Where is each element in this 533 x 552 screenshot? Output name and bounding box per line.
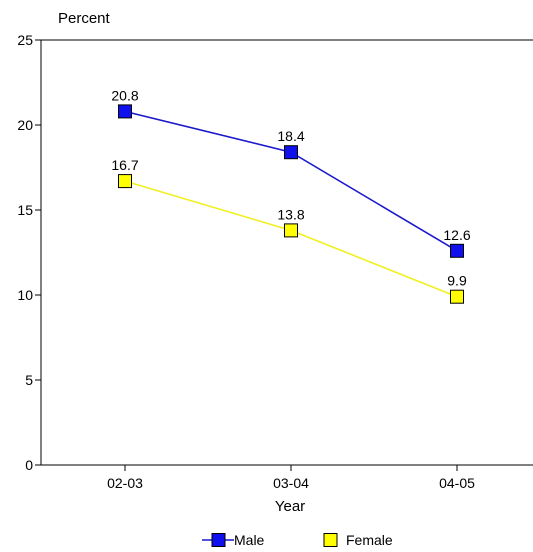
x-axis-title: Year — [275, 498, 305, 515]
data-label-male: 18.4 — [277, 128, 304, 144]
series-female: 16.7 13.8 9.9 — [111, 157, 467, 304]
y-tick-label: 10 — [17, 287, 33, 303]
y-axis-ticks: 0 5 10 15 20 25 — [17, 32, 41, 473]
data-point-male — [284, 145, 298, 160]
y-tick-label: 0 — [25, 457, 33, 473]
y-tick-label: 15 — [17, 202, 33, 218]
legend-label-male: Male — [234, 532, 265, 548]
y-tick-label: 25 — [17, 32, 33, 48]
x-tick-label: 04-05 — [439, 475, 475, 491]
legend: Male Female — [202, 532, 393, 548]
data-label-male: 12.6 — [443, 227, 470, 243]
series-layer: 20.8 18.4 12.6 16.7 13.8 9.9 — [111, 87, 471, 304]
data-label-female: 13.8 — [277, 206, 304, 222]
data-label-male: 20.8 — [111, 87, 138, 103]
series-line-female — [124, 180, 458, 298]
y-axis-title: Percent — [58, 10, 111, 27]
legend-swatch-female — [323, 533, 338, 547]
data-point-female — [118, 174, 132, 189]
legend-label-female: Female — [346, 532, 393, 548]
data-label-female: 16.7 — [111, 157, 138, 173]
y-tick-label: 5 — [25, 372, 33, 388]
x-tick-label: 03-04 — [273, 475, 309, 491]
data-point-female — [450, 289, 464, 304]
x-axis-ticks: 02-03 03-04 04-05 — [107, 465, 475, 491]
data-point-male — [450, 243, 464, 258]
data-label-female: 9.9 — [447, 273, 467, 289]
y-tick-label: 20 — [17, 117, 33, 133]
legend-item-male: Male — [202, 532, 265, 548]
legend-swatch-male — [211, 533, 226, 547]
x-tick-label: 02-03 — [107, 475, 143, 491]
data-point-male — [118, 104, 132, 119]
data-point-female — [284, 223, 298, 238]
series-male: 20.8 18.4 12.6 — [111, 87, 471, 258]
legend-item-female: Female — [323, 532, 393, 548]
